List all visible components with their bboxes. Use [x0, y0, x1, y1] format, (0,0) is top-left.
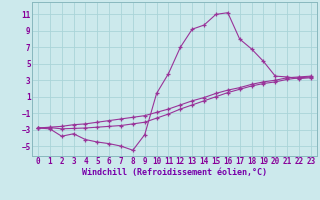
X-axis label: Windchill (Refroidissement éolien,°C): Windchill (Refroidissement éolien,°C) [82, 168, 267, 177]
